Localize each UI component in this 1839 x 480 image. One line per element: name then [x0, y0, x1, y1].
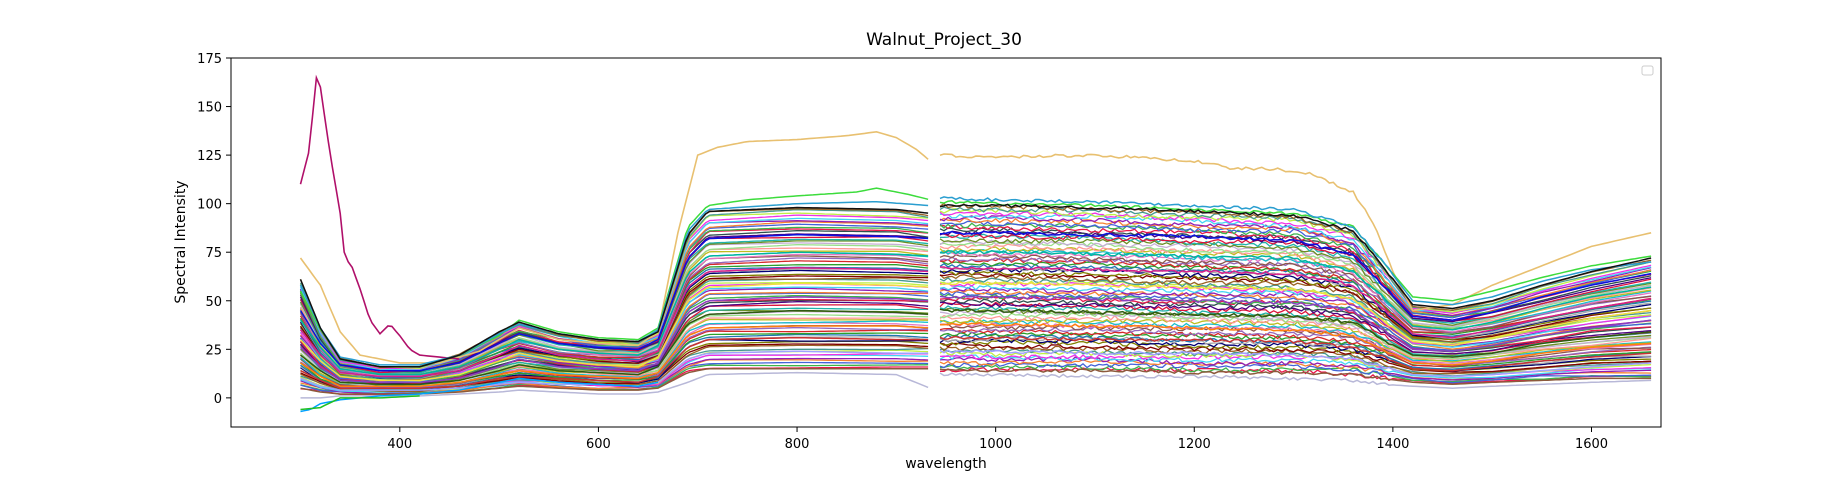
x-tick-label: 1200: [1178, 437, 1211, 452]
y-tick-label: 175: [197, 52, 222, 67]
x-tick-label: 1600: [1575, 437, 1608, 452]
chart-title: Walnut_Project_30: [866, 30, 1022, 50]
series-line-5: [299, 203, 1652, 368]
y-tick-label: 150: [197, 101, 222, 116]
series-line-6: [299, 230, 1652, 372]
x-tick-label: 1400: [1376, 437, 1409, 452]
x-tick-label: 400: [387, 437, 412, 452]
y-tick-label: 50: [205, 295, 222, 310]
x-tick-label: 600: [586, 437, 611, 452]
series-line-8: [299, 266, 1652, 378]
x-axis: 400 600 800 1000 1200 1400 1600: [387, 427, 1608, 452]
y-tick-label: 125: [197, 149, 222, 164]
series-line-10: [299, 295, 1652, 384]
series-line-1: [299, 130, 1652, 364]
series-line-2: [299, 74, 460, 360]
y-tick-label: 100: [197, 198, 222, 213]
series-line-13: [300, 335, 1652, 389]
series-line-9: [299, 280, 1652, 382]
series-line-filler: [299, 208, 1652, 369]
x-tick-label: 1000: [979, 437, 1012, 452]
series-line-18: [300, 395, 420, 411]
x-tick-label: 800: [785, 437, 810, 452]
y-tick-label: 25: [205, 343, 222, 358]
series-line-7: [299, 249, 1652, 376]
series-line-12: [300, 321, 1652, 387]
plot-frame: [230, 57, 1662, 428]
x-axis-label: wavelength: [905, 456, 987, 472]
y-tick-label: 0: [214, 392, 222, 407]
y-tick-label: 75: [205, 246, 222, 261]
series-line-11: [300, 308, 1652, 386]
legend-box: [1641, 65, 1654, 76]
series-lines: [299, 74, 1652, 413]
y-axis: 0 25 50 75 100 125 150 175: [197, 52, 231, 407]
y-axis-label: Spectral Intensity: [173, 180, 189, 303]
